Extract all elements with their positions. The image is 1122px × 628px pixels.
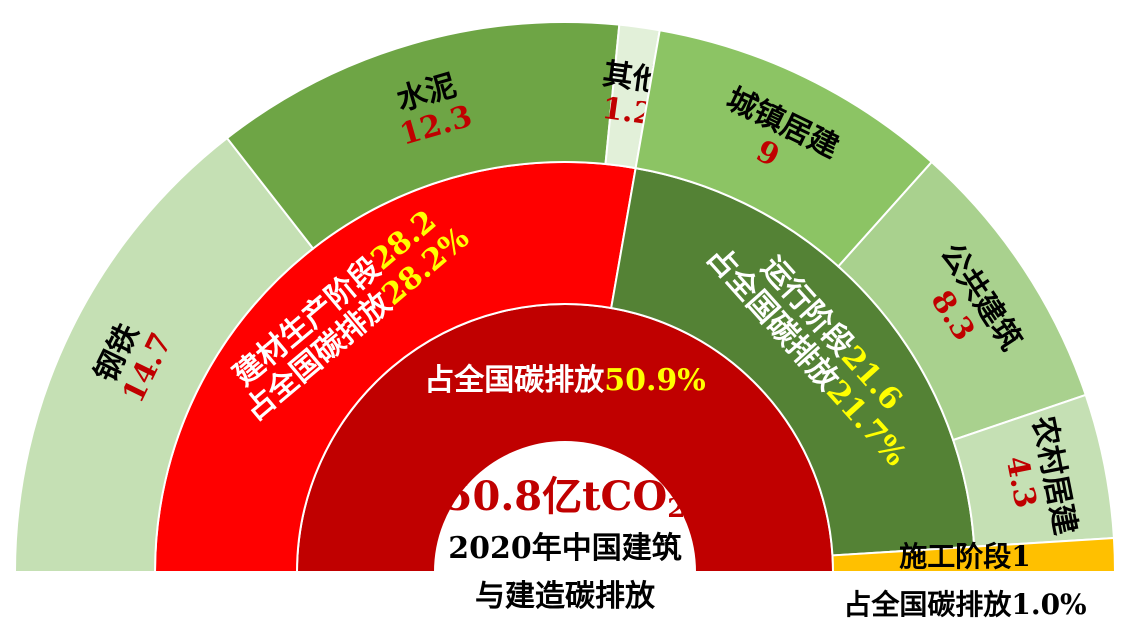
total-unit: 亿tCO: [542, 473, 667, 520]
total-value: 50.8: [445, 473, 542, 520]
center-line: 与建造碳排放: [475, 579, 656, 614]
center-line: 2020年中国建筑: [448, 531, 682, 566]
stage-value: 1: [1011, 540, 1030, 573]
total-sub: 2: [667, 494, 685, 524]
inner-prefix: 占全国碳排放: [424, 363, 605, 398]
stage-share: 占全国碳排放1.0%: [843, 588, 1086, 621]
inner-share: 50.9%: [604, 363, 706, 398]
stage-prefix: 占全国碳排放: [843, 588, 1012, 621]
stage-share-label: 1.0%: [1011, 588, 1086, 621]
stage-label: 施工阶段1: [899, 540, 1031, 573]
stage-sector: [831, 536, 1117, 573]
center-total: 50.8亿tCO2: [445, 473, 686, 524]
stage-name: 施工阶段: [899, 540, 1011, 573]
inner-label: 占全国碳排放50.9%: [424, 363, 706, 398]
